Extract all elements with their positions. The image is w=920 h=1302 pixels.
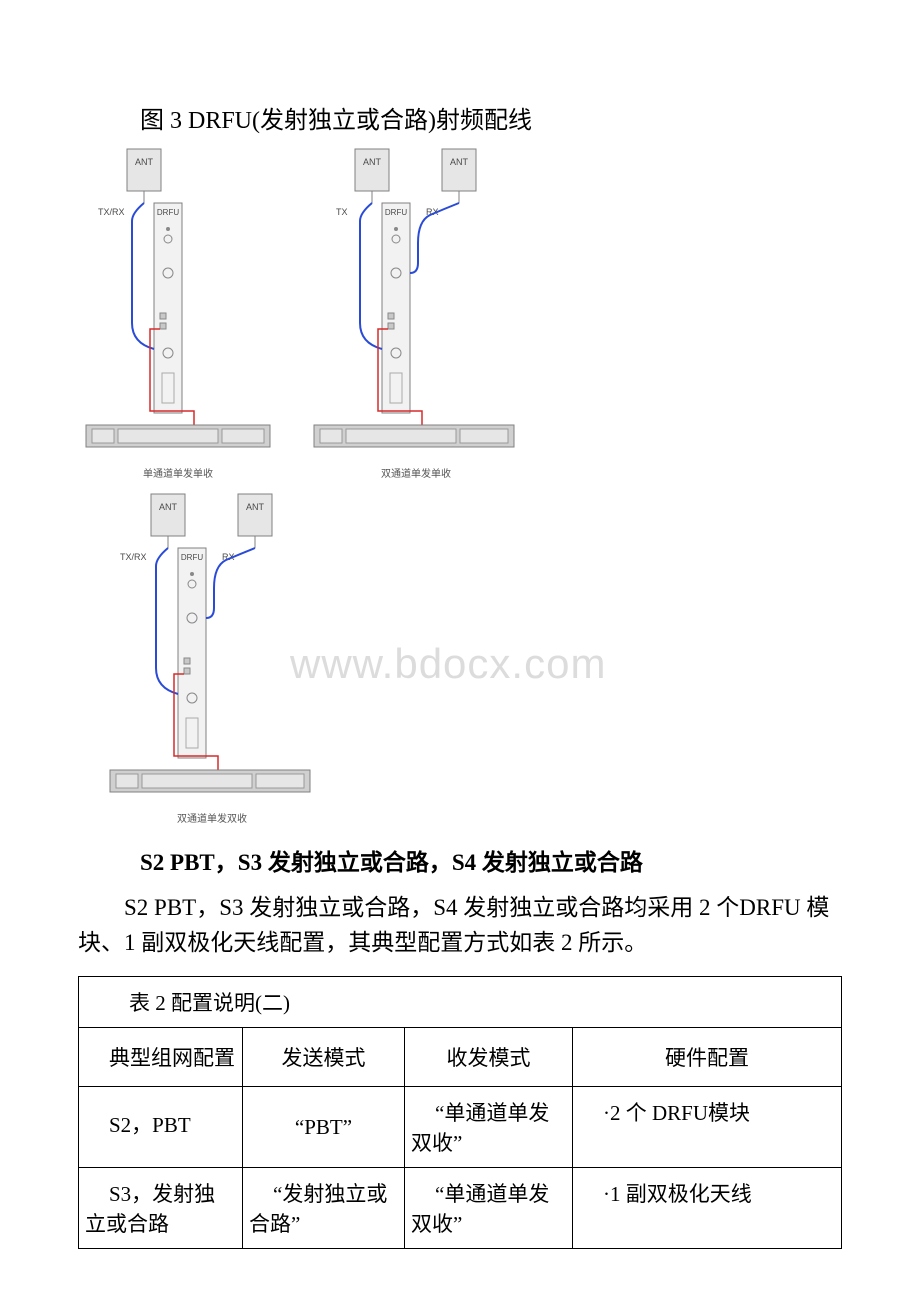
section-body: S2 PBT，S3 发射独立或合路，S4 发射独立或合路均采用 2 个DRFU … bbox=[78, 891, 842, 960]
ant-label: ANT bbox=[363, 157, 382, 167]
table-cell: “发射独立或合路” bbox=[243, 1168, 405, 1249]
table-cell: “单通道单发双收” bbox=[405, 1168, 573, 1249]
table-row: S2，PBT “PBT” “单通道单发双收” ·2 个 DRFU模块 bbox=[79, 1087, 842, 1168]
ant-label: ANT bbox=[246, 502, 265, 512]
table-header: 硬件配置 bbox=[573, 1028, 842, 1087]
table-cell: “PBT” bbox=[243, 1087, 405, 1168]
config-table: 表 2 配置说明(二) 典型组网配置 发送模式 收发模式 硬件配置 S2，PBT… bbox=[78, 976, 842, 1249]
table-header: 收发模式 bbox=[405, 1028, 573, 1087]
th-1: 发送模式 bbox=[282, 1046, 366, 1070]
table-caption-text: 表 2 配置说明(二) bbox=[129, 991, 290, 1015]
diagram-single-channel: ANT TX/RX DRFU bbox=[82, 143, 274, 480]
ant-label: ANT bbox=[135, 157, 154, 167]
txrx-label: TX/RX bbox=[120, 552, 147, 562]
ant-label: ANT bbox=[450, 157, 469, 167]
diagram-caption-3: 双通道单发双收 bbox=[106, 810, 318, 825]
table-caption: 表 2 配置说明(二) bbox=[79, 977, 842, 1028]
drfu-label: DRFU bbox=[385, 208, 407, 217]
rf-diagrams: ANT TX/RX DRFU bbox=[82, 143, 842, 825]
diagram-svg-2: ANT ANT TX RX DRFU bbox=[310, 143, 522, 458]
txrx-label: TX/RX bbox=[98, 207, 125, 217]
table-cell: S2，PBT bbox=[79, 1087, 243, 1168]
diagram-svg-1: ANT TX/RX DRFU bbox=[82, 143, 274, 458]
td: “发射独立或合路” bbox=[249, 1182, 387, 1236]
tx-label: TX bbox=[336, 207, 348, 217]
diagram-caption-1: 单通道单发单收 bbox=[82, 465, 274, 480]
table-cell: “单通道单发双收” bbox=[405, 1087, 573, 1168]
section-body-text: S2 PBT，S3 发射独立或合路，S4 发射独立或合路均采用 2 个DRFU … bbox=[78, 895, 829, 955]
td: ·2 个 DRFU模块 bbox=[603, 1101, 750, 1125]
td: S3，发射独立或合路 bbox=[85, 1182, 215, 1236]
table-cell: ·2 个 DRFU模块 bbox=[573, 1087, 842, 1168]
ant-label: ANT bbox=[159, 502, 178, 512]
td: S2，PBT bbox=[109, 1113, 191, 1137]
td: “PBT” bbox=[295, 1115, 352, 1139]
diagram-dual-dual: ANT ANT TX/RX RX DRFU bbox=[106, 488, 318, 825]
table-cell: ·1 副双极化天线 bbox=[573, 1168, 842, 1249]
table-header: 发送模式 bbox=[243, 1028, 405, 1087]
diagram-dual-single: ANT ANT TX RX DRFU bbox=[310, 143, 522, 480]
th-0: 典型组网配置 bbox=[109, 1046, 235, 1070]
drfu-label: DRFU bbox=[157, 208, 179, 217]
td: ·1 副双极化天线 bbox=[603, 1182, 752, 1206]
table-header: 典型组网配置 bbox=[79, 1028, 243, 1087]
figure-title: 图 3 DRFU(发射独立或合路)射频配线 bbox=[140, 100, 842, 135]
table-row: S3，发射独立或合路 “发射独立或合路” “单通道单发双收” ·1 副双极化天线 bbox=[79, 1168, 842, 1249]
table-cell: S3，发射独立或合路 bbox=[79, 1168, 243, 1249]
th-3: 硬件配置 bbox=[665, 1046, 749, 1070]
diagram-svg-3: ANT ANT TX/RX RX DRFU bbox=[106, 488, 318, 803]
td: “单通道单发双收” bbox=[411, 1182, 549, 1236]
drfu-label: DRFU bbox=[181, 553, 203, 562]
td: “单通道单发双收” bbox=[411, 1101, 549, 1155]
th-2: 收发模式 bbox=[447, 1046, 531, 1070]
section-title: S2 PBT，S3 发射独立或合路，S4 发射独立或合路 bbox=[140, 843, 842, 877]
diagram-caption-2: 双通道单发单收 bbox=[310, 465, 522, 480]
